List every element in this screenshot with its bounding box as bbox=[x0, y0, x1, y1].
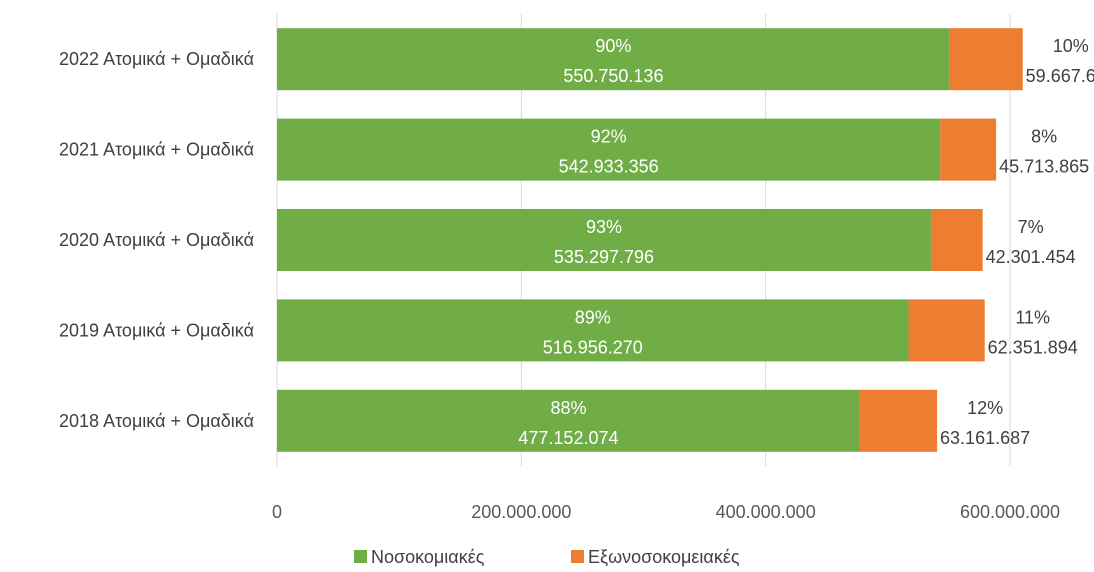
category-label: 2019 Ατομικά + Ομαδικά bbox=[59, 320, 254, 340]
bar-exonosokomeiakes bbox=[930, 209, 983, 271]
data-label-value: 542.933.356 bbox=[559, 157, 659, 177]
x-tick-label: 400.000.000 bbox=[716, 502, 816, 522]
data-label-percent: 12% bbox=[967, 398, 1003, 418]
data-label-value: 62.351.894 bbox=[988, 337, 1078, 357]
bar-exonosokomeiakes bbox=[908, 299, 985, 362]
data-label-percent: 7% bbox=[1018, 217, 1044, 237]
data-label-value: 535.297.796 bbox=[554, 247, 654, 267]
data-label-value: 63.161.687 bbox=[940, 428, 1030, 448]
category-label: 2021 Ατομικά + Ομαδικά bbox=[59, 140, 254, 160]
category-labels: 2022 Ατομικά + Ομαδικά 2021 Ατομικά + Ομα… bbox=[59, 49, 254, 431]
category-label: 2020 Ατομικά + Ομαδικά bbox=[59, 230, 254, 250]
x-axis-tick-labels: 0 200.000.000 400.000.000 600.000.000 bbox=[272, 502, 1060, 522]
data-label-value: 45.713.865 bbox=[999, 157, 1089, 177]
data-label-percent: 89% bbox=[575, 307, 611, 327]
data-label-value: 516.956.270 bbox=[543, 337, 643, 357]
bar-nosokomiakes bbox=[277, 28, 950, 91]
data-label-value: 59.667.604 bbox=[1026, 66, 1094, 86]
bar-nosokomiakes bbox=[277, 209, 931, 271]
legend-swatch bbox=[571, 550, 584, 563]
bars bbox=[277, 28, 1023, 452]
legend: Νοσοκομιακές Εξωνοσοκομειακές bbox=[354, 547, 740, 567]
data-label-percent: 93% bbox=[586, 217, 622, 237]
category-label: 2022 Ατομικά + Ομαδικά bbox=[59, 49, 254, 69]
data-label-percent: 88% bbox=[550, 398, 586, 418]
x-tick-label: 0 bbox=[272, 502, 282, 522]
bar-exonosokomeiakes bbox=[859, 389, 938, 452]
data-label-percent: 11% bbox=[1015, 307, 1050, 327]
bar-exonosokomeiakes bbox=[940, 118, 997, 181]
bar-exonosokomeiakes bbox=[949, 28, 1023, 91]
x-tick-label: 600.000.000 bbox=[960, 502, 1060, 522]
bar-nosokomiakes bbox=[277, 389, 860, 452]
data-label-percent: 92% bbox=[591, 127, 627, 147]
data-label-value: 550.750.136 bbox=[563, 66, 663, 86]
category-label: 2018 Ατομικά + Ομαδικά bbox=[59, 411, 254, 431]
legend-label: Νοσοκομιακές bbox=[371, 547, 485, 567]
data-label-value: 42.301.454 bbox=[986, 247, 1076, 267]
legend-label: Εξωνοσοκομειακές bbox=[588, 547, 740, 567]
data-label-value: 477.152.074 bbox=[518, 428, 618, 448]
data-labels: 90% 550.750.136 10% 59.667.604 92% 542.933.35… bbox=[518, 36, 1094, 448]
bar-nosokomiakes bbox=[277, 118, 941, 181]
x-tick-label: 200.000.000 bbox=[471, 502, 571, 522]
legend-swatch bbox=[354, 550, 367, 563]
data-label-percent: 8% bbox=[1031, 127, 1057, 147]
bar-nosokomiakes bbox=[277, 299, 909, 362]
data-label-percent: 90% bbox=[595, 36, 631, 56]
data-label-percent: 10% bbox=[1053, 36, 1089, 56]
